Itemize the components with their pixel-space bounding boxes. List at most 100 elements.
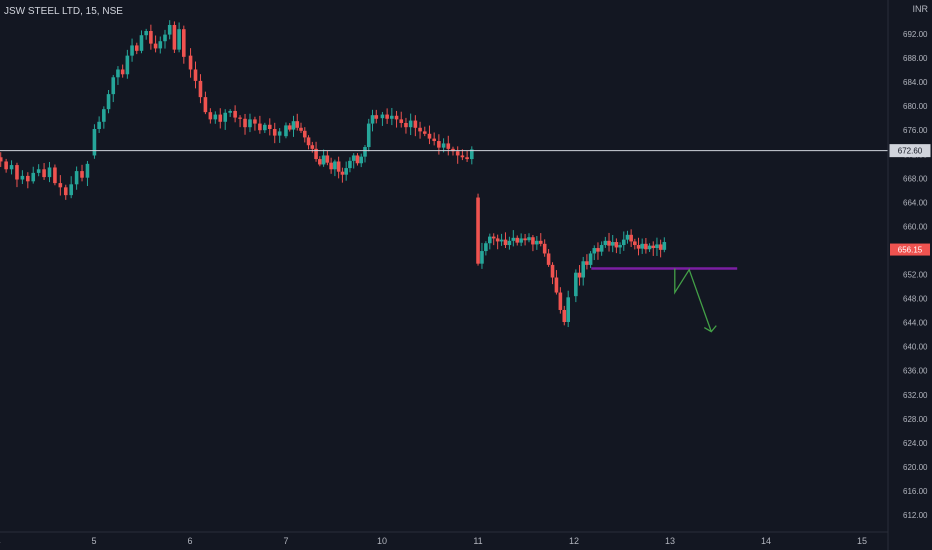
candle-body xyxy=(413,120,418,128)
candle-body xyxy=(640,243,644,249)
symbol-title[interactable]: JSW STEEL LTD, 15, NSE xyxy=(4,6,123,17)
candle-body xyxy=(120,69,125,75)
candle-body xyxy=(31,172,36,182)
candle-body xyxy=(177,29,181,50)
candle-body xyxy=(355,155,360,164)
candle-body xyxy=(153,43,158,49)
candle-body xyxy=(562,309,567,322)
candle-body xyxy=(92,128,97,156)
candle-body xyxy=(636,245,641,249)
candles-layer xyxy=(0,20,667,328)
candle-body xyxy=(333,161,337,170)
candle-body xyxy=(418,127,422,132)
candle-body xyxy=(336,161,341,172)
candle-body xyxy=(198,80,203,98)
candle-body xyxy=(531,237,535,245)
candle-body xyxy=(351,155,356,161)
price-labels: 672.60 656.15 xyxy=(889,144,931,256)
candle-body xyxy=(538,240,543,244)
candle-body xyxy=(581,261,586,278)
last-price-label: 656.15 xyxy=(898,246,923,255)
candle-body xyxy=(614,242,619,248)
candle-body xyxy=(97,121,101,129)
candle-body xyxy=(218,114,223,122)
drawings-layer xyxy=(0,150,888,333)
candle-body xyxy=(507,240,512,246)
candle-body xyxy=(546,253,551,265)
time-tick-label: 6 xyxy=(187,536,192,546)
candle-body xyxy=(465,157,469,160)
candle-body xyxy=(503,239,508,246)
candle-body xyxy=(662,242,667,250)
price-tick-label: 612.00 xyxy=(903,511,928,520)
candle-body xyxy=(158,41,163,49)
candle-body xyxy=(380,114,385,119)
candle-body xyxy=(53,167,57,184)
candle-body xyxy=(172,24,177,50)
candle-body xyxy=(374,115,379,119)
price-tick-label: 620.00 xyxy=(903,463,928,472)
candle-body xyxy=(566,297,570,322)
price-tick-label: 688.00 xyxy=(903,54,928,63)
price-tick-label: 680.00 xyxy=(903,102,928,111)
candle-body xyxy=(363,147,367,157)
candle-body xyxy=(287,125,292,130)
candle-body xyxy=(85,163,90,178)
candle-body xyxy=(610,242,615,246)
candle-body xyxy=(106,94,111,110)
price-tick-label: 652.00 xyxy=(903,271,928,280)
candle-body xyxy=(20,175,25,180)
candle-body xyxy=(585,261,589,265)
candle-body xyxy=(193,69,198,81)
candle-body xyxy=(111,77,116,95)
candle-body xyxy=(182,29,186,57)
price-tick-label: 624.00 xyxy=(903,439,928,448)
candle-body xyxy=(0,157,3,162)
candle-body xyxy=(574,272,578,297)
candle-body xyxy=(223,112,228,122)
candle-body xyxy=(318,159,322,165)
candle-body xyxy=(629,234,633,242)
price-tick-label: 644.00 xyxy=(903,319,928,328)
time-axis[interactable]: 45671011121314151617 xyxy=(0,536,932,546)
hline-price-label: 672.60 xyxy=(898,147,923,156)
candle-body xyxy=(15,165,19,180)
price-axis[interactable]: 692.00688.00684.00680.00676.00672.00668.… xyxy=(903,30,928,520)
price-tick-label: 684.00 xyxy=(903,78,928,87)
projection-arrow[interactable] xyxy=(674,268,712,332)
candle-body xyxy=(203,97,208,113)
candle-body xyxy=(484,243,488,252)
candle-body xyxy=(139,35,144,51)
candle-body xyxy=(511,237,516,241)
time-tick-label: 5 xyxy=(91,536,96,546)
time-tick-label: 7 xyxy=(283,536,288,546)
candle-body xyxy=(125,55,130,75)
candle-body xyxy=(69,184,73,196)
price-tick-label: 668.00 xyxy=(903,174,928,183)
candle-body xyxy=(167,24,172,35)
price-tick-label: 664.00 xyxy=(903,198,928,207)
candle-body xyxy=(314,148,318,160)
candle-body xyxy=(238,117,242,119)
candle-body xyxy=(455,151,460,156)
candle-body xyxy=(408,120,413,128)
candle-body xyxy=(651,245,656,249)
price-tick-label: 628.00 xyxy=(903,415,928,424)
candle-body xyxy=(488,236,492,244)
candle-body xyxy=(26,175,30,182)
candle-body xyxy=(248,119,252,128)
candle-body xyxy=(625,234,630,240)
candle-body xyxy=(134,45,139,51)
candle-body xyxy=(58,183,63,188)
candle-body xyxy=(9,165,14,170)
candle-body xyxy=(310,145,315,149)
candle-body xyxy=(36,169,41,173)
candle-body xyxy=(491,236,496,239)
candle-body xyxy=(535,240,539,245)
candle-body xyxy=(470,149,474,160)
candle-body xyxy=(272,128,277,136)
candle-body xyxy=(299,127,303,131)
time-tick-label: 14 xyxy=(761,536,771,546)
